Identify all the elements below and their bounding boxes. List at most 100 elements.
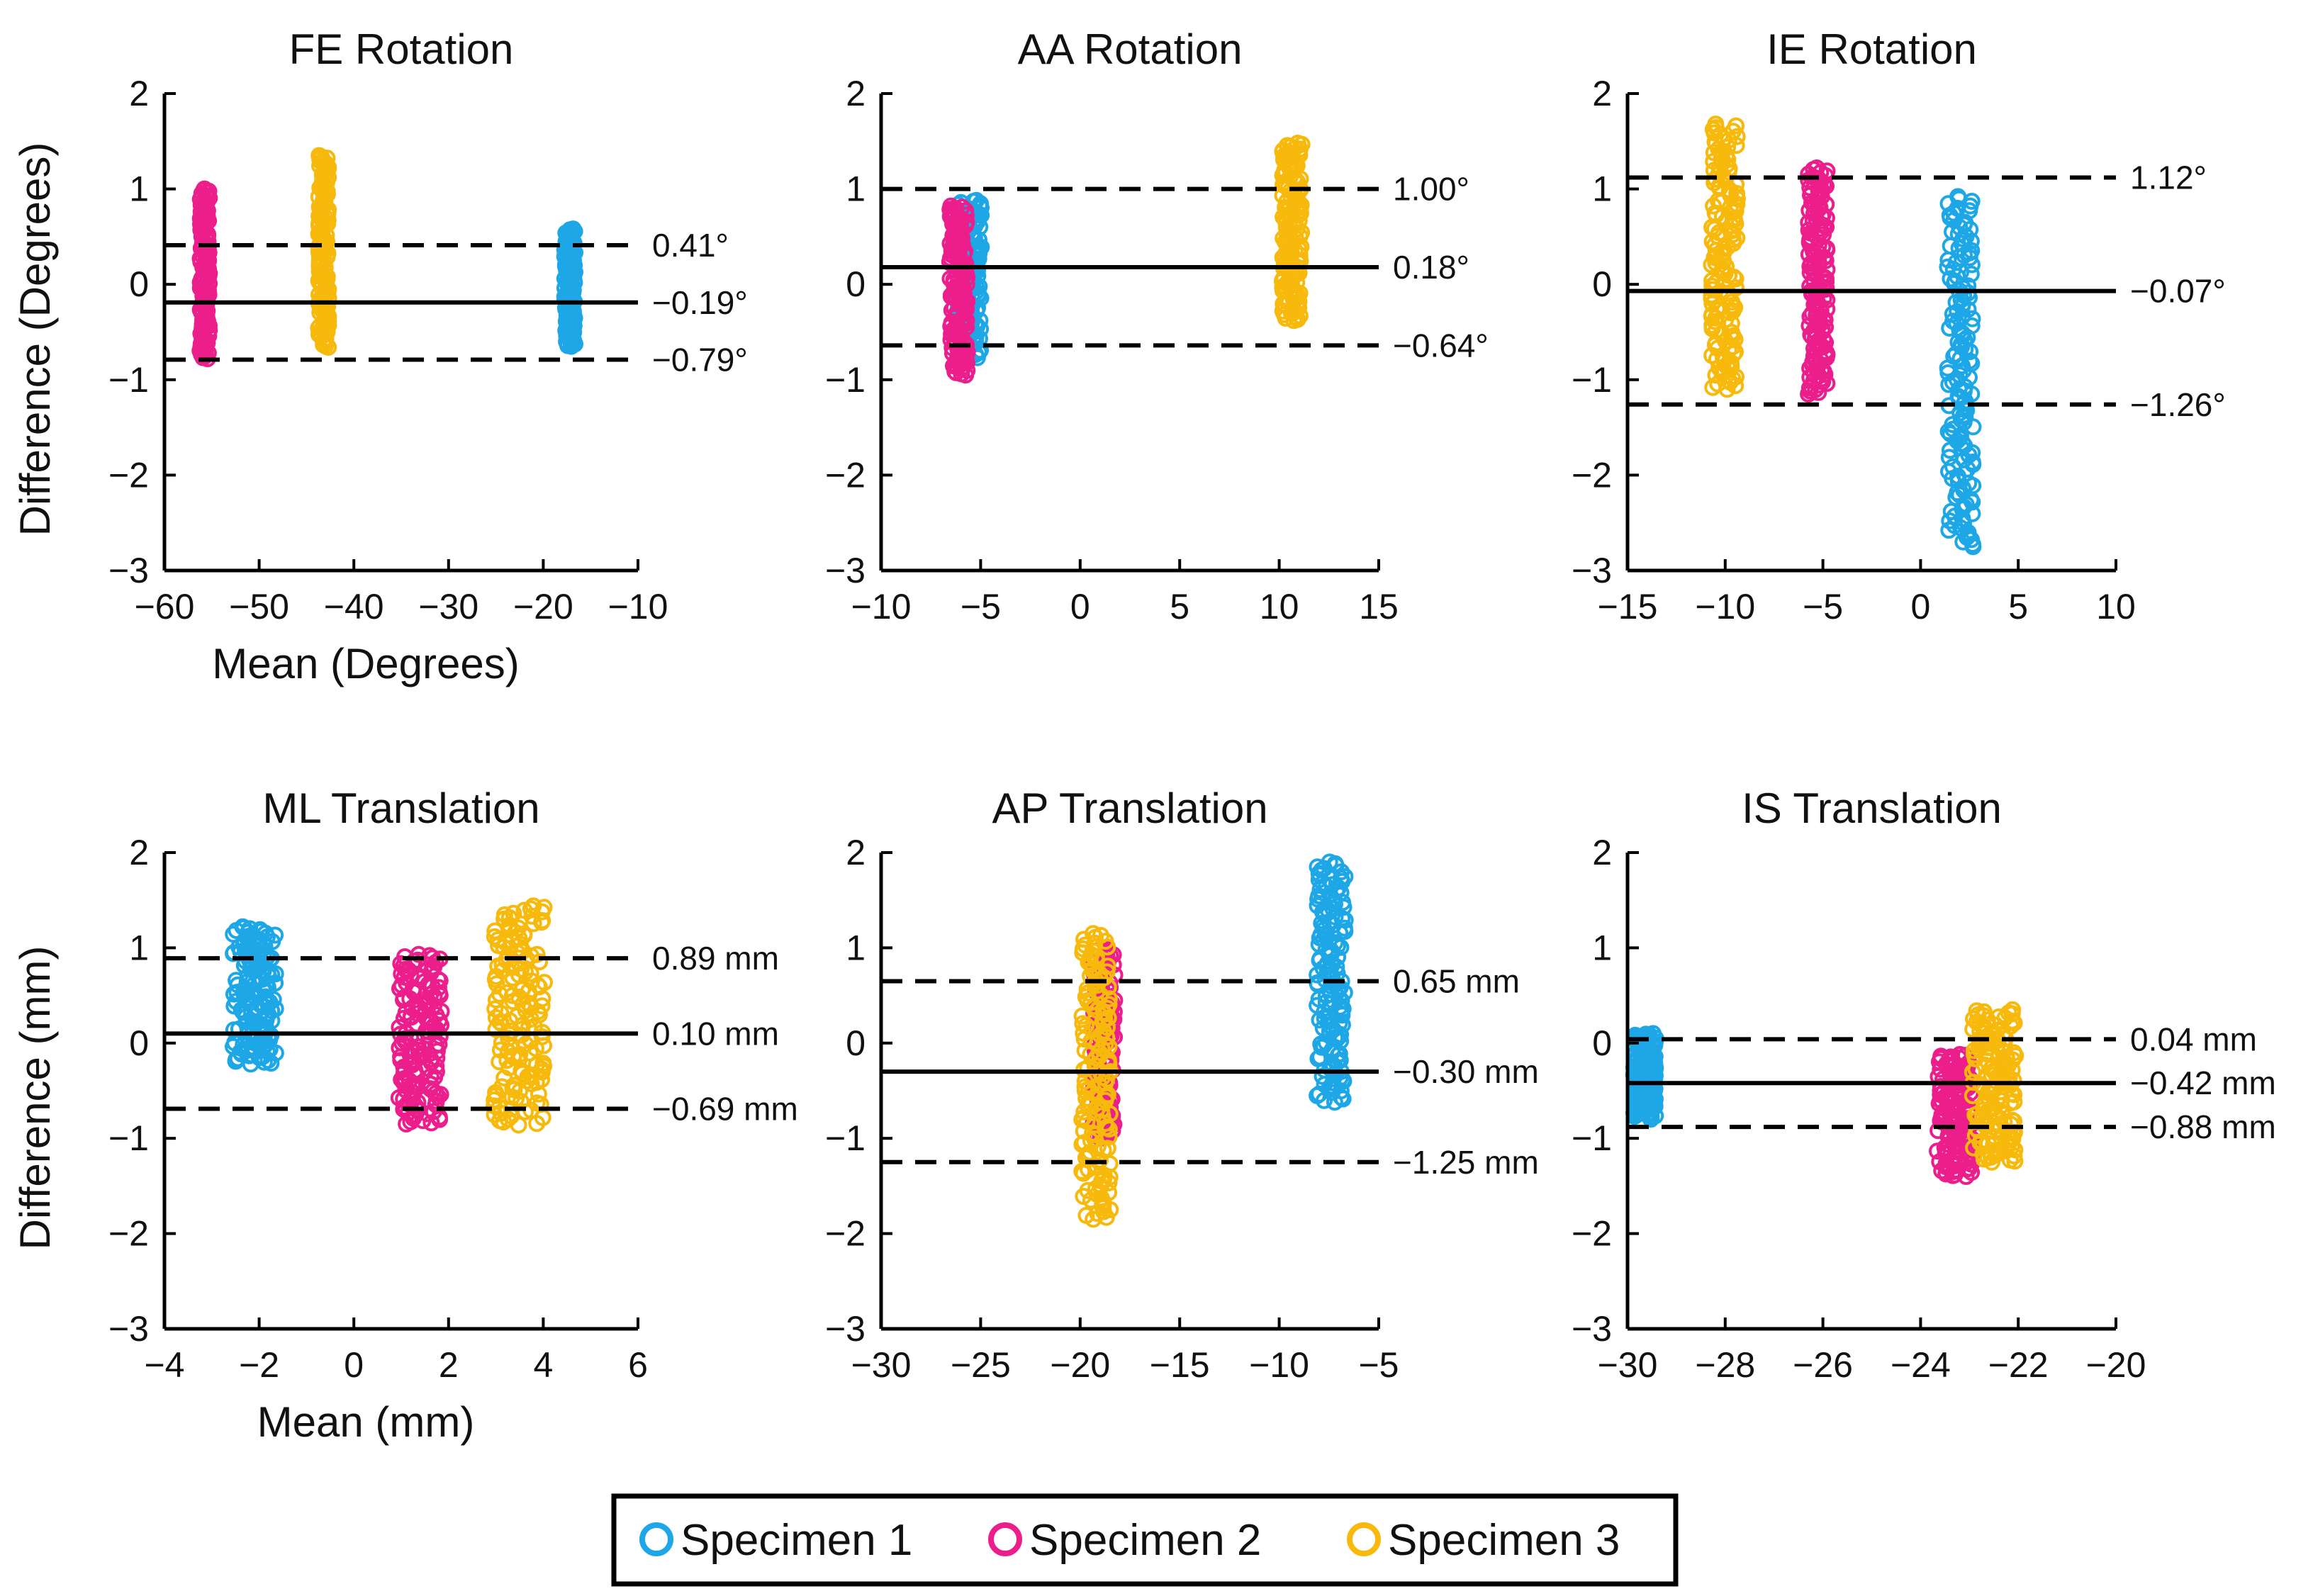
x-tick-label: −22 [1988,1345,2049,1385]
scatter-points [1625,1001,2024,1185]
data-point-specimen-3 [1975,1003,1993,1021]
lower-limit-label: −0.64° [1393,327,1489,364]
y-tick-label: −1 [1572,360,1612,400]
x-tick-label: −26 [1793,1345,1853,1385]
lower-limit-label: −0.69 mm [652,1091,798,1128]
data-point-specimen-2 [957,202,975,220]
x-tick-label: 5 [2008,587,2028,626]
x-tick-label: 5 [1170,587,1189,626]
mean-difference-label: −0.30 mm [1393,1053,1539,1090]
data-point-specimen-1 [1645,1025,1662,1043]
y-tick-label: 0 [1592,1023,1612,1063]
upper-limit-label: 1.00° [1393,171,1469,208]
x-tick-label: −5 [1358,1345,1399,1385]
y-tick-label: 1 [129,169,149,209]
x-tick-label: −60 [135,587,195,626]
x-tick-label: 10 [1260,587,1299,626]
panel-title: IS Translation [1742,785,2002,832]
panel-ie-rotation: IE Rotation1.12°−0.07°−1.26°−3−2−1012−15… [1572,26,2226,626]
data-point-specimen-2 [953,198,970,216]
x-tick-label: 0 [344,1345,364,1385]
data-point-specimen-3 [1092,926,1109,944]
upper-limit-label: 0.41° [652,227,729,264]
data-point-specimen-3 [2000,1004,2017,1022]
data-point-specimen-1 [1321,853,1338,871]
panel-title: FE Rotation [289,26,514,73]
data-point-specimen-1 [1335,919,1353,937]
panel-title: AP Translation [992,785,1267,832]
mean-difference-label: 0.10 mm [652,1015,779,1052]
x-tick-label: −5 [1803,587,1843,626]
x-tick-label: −24 [1891,1345,1951,1385]
data-point-specimen-1 [1944,416,1961,433]
mean-difference-label: 0.18° [1393,249,1469,286]
y-tick-label: −3 [1572,551,1612,590]
x-tick-label: −50 [229,587,289,626]
data-point-specimen-3 [1085,925,1102,943]
data-point-specimen-3 [486,928,503,945]
y-tick-label: −1 [825,1118,866,1158]
y-tick-label: 1 [129,928,149,967]
data-point-specimen-2 [1932,1047,1950,1065]
data-point-specimen-2 [402,1029,420,1046]
data-point-specimen-1 [972,195,990,213]
x-tick-label: 15 [1359,587,1399,626]
panel-title: AA Rotation [1018,26,1243,73]
data-point-specimen-3 [1074,1015,1092,1033]
legend-marker-3 [1347,1522,1381,1556]
data-point-specimen-1 [1944,313,1962,330]
data-point-specimen-3 [1707,116,1725,133]
y-tick-label: −2 [825,455,866,495]
data-point-specimen-3 [1703,272,1720,290]
y-tick-label: −2 [1572,455,1612,495]
mean-difference-label: −0.19° [652,284,748,321]
panel-ml-translation: ML Translation 0.89 mm 0.10 mm −0.69 mm −3 −2… [11,785,798,1446]
x-tick-label: −10 [1695,587,1755,626]
upper-limit-label: 0.89 mm [652,940,779,977]
x-tick-label: −30 [1598,1345,1658,1385]
y-axis-label: Difference (Degrees) [11,142,59,536]
mean-difference-label: −0.42 mm [2130,1064,2276,1101]
data-point-specimen-3 [1289,135,1306,152]
data-point-specimen-2 [425,1103,442,1120]
y-tick-label: −3 [108,1309,149,1349]
upper-limit-label: 0.65 mm [1393,962,1520,999]
scatter-points [1073,853,1354,1228]
x-tick-label: 4 [533,1345,553,1385]
x-axis-label: Mean (mm) [257,1398,475,1446]
lower-limit-label: −0.79° [652,342,748,378]
lower-limit-label: −0.88 mm [2130,1108,2276,1145]
data-point-specimen-3 [515,901,533,919]
data-point-specimen-3 [1100,996,1118,1013]
upper-limit-label: 1.12° [2130,159,2207,196]
mean-difference-label: −0.07° [2130,273,2226,310]
lower-limit-label: −1.25 mm [1393,1144,1539,1181]
x-tick-label: −15 [1150,1345,1210,1385]
y-tick-label: −3 [825,551,866,590]
y-tick-label: 0 [846,264,866,304]
y-axis-label: Difference (mm) [11,946,59,1250]
data-point-specimen-3 [1089,982,1106,1000]
data-point-specimen-3 [495,906,513,923]
data-point-specimen-3 [1727,117,1744,135]
data-point-specimen-3 [498,984,516,1001]
data-point-specimen-3 [487,1008,505,1026]
data-point-specimen-3 [1075,1025,1092,1042]
x-tick-label: 0 [1910,587,1930,626]
y-tick-label: 0 [846,1023,866,1063]
x-tick-label: −5 [961,587,1001,626]
data-point-specimen-3 [1099,1140,1116,1157]
x-tick-label: −10 [851,587,912,626]
x-tick-label: −20 [1050,1345,1110,1385]
data-point-specimen-3 [2004,1001,2022,1018]
x-tick-label: −25 [951,1345,1011,1385]
y-tick-label: 1 [1592,928,1612,967]
y-tick-label: 2 [1592,833,1612,872]
scatter-points [1703,116,1982,556]
data-point-specimen-3 [505,904,522,922]
data-point-specimen-3 [493,962,511,979]
data-point-specimen-1 [1962,232,1980,250]
